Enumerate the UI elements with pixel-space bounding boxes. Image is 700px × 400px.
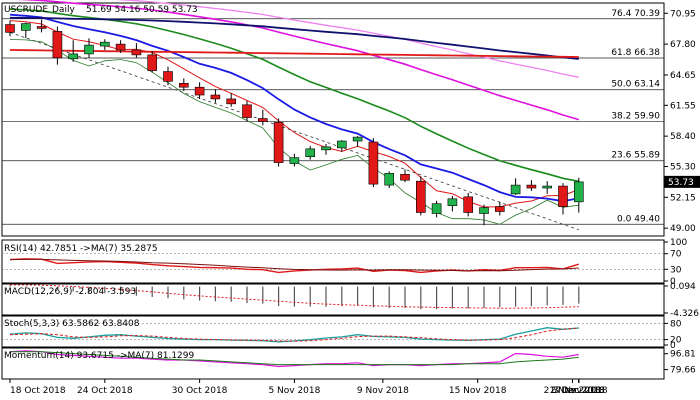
date-tick-label: 7 Dec 2018 [553, 386, 605, 396]
fib-label: 61.8 66.38 [611, 48, 660, 58]
price-tick-label: 61.55 [670, 101, 696, 111]
candle-bearish [147, 54, 157, 71]
candle-bearish [463, 196, 474, 213]
price-tick-label: 49.00 [670, 224, 696, 234]
candle-bearish [558, 185, 568, 207]
date-tick-label: 27 Nov 2018 [550, 386, 608, 396]
fib-label: 23.6 55.89 [611, 151, 660, 161]
stoch-title: Stoch(5,3,3) 63.5862 63.8408 [4, 319, 140, 329]
macd-title: MACD(12,26,9) -2.804 -3.593 [4, 287, 136, 297]
candle-bullish [336, 140, 347, 149]
candle-bearish [368, 141, 379, 185]
candle-bearish [5, 24, 15, 33]
ma-blue-line [9, 13, 579, 203]
rsi-ma-line [9, 258, 579, 272]
chart-ohlc-readout: 51.69 54.16 50.59 53.73 [86, 5, 198, 15]
last-price-label: 53.73 [668, 178, 694, 188]
candle-bearish [257, 118, 268, 122]
macd-tick-label: 0.094 [670, 282, 696, 292]
macd-signal-line [9, 284, 579, 309]
price-tick-label: 67.80 [670, 40, 696, 50]
fib-label: 38.2 59.90 [611, 111, 660, 121]
price-tick-label: 52.15 [670, 193, 696, 203]
candle-bullish [68, 53, 78, 60]
chart-title-timeframe: Daily [52, 5, 75, 15]
momentum-tick-label: 96.81 [670, 350, 696, 360]
candle-bullish [479, 207, 489, 214]
price-tick-label: 55.30 [670, 162, 696, 172]
momentum-line [9, 350, 579, 368]
candle-bearish [115, 43, 126, 51]
candle-bullish [542, 185, 553, 189]
candle-bullish [352, 136, 363, 142]
rsi-title: RSI(14) 42.7851 ->MA(7) 35.2875 [4, 244, 158, 254]
macd-tick-label: -4.326 [670, 309, 699, 319]
candle-bullish [20, 23, 31, 31]
date-tick-label: 9 Nov 2018 [357, 386, 409, 396]
candle-bearish [36, 26, 47, 29]
stoch-tick-label: 20 [670, 336, 682, 346]
chart-title-symbol: USCRUDE [4, 5, 48, 15]
date-tick-label: 5 Nov 2018 [268, 386, 320, 396]
momentum-title: Momentum(14) 93.6715 ->MA(7) 81.1299 [4, 351, 195, 361]
momentum-ma-line [10, 351, 579, 366]
date-tick-label: 3 Dec 2018 [553, 386, 605, 396]
candle-bearish [131, 49, 142, 56]
candle-bearish [273, 122, 284, 163]
macd-panel-frame [1, 283, 665, 316]
candle-bullish [431, 203, 442, 214]
candle-bearish [210, 94, 221, 100]
candle-bullish [384, 173, 395, 186]
date-tick-label: 24 Oct 2018 [77, 386, 133, 396]
candle-bullish [100, 41, 110, 47]
stoch-d-line [9, 327, 579, 342]
rsi-tick-label: 70 [670, 250, 682, 260]
ma-pink-line [115, 0, 579, 78]
candle-bearish [400, 174, 410, 181]
date-tick-label: 18 Oct 2018 [10, 386, 66, 396]
candle-bearish [179, 82, 189, 88]
candle-bullish [321, 146, 331, 151]
candle-bullish [573, 181, 584, 203]
candle-bearish [226, 98, 236, 105]
ma-navy-line [9, 16, 579, 60]
candle-bullish [84, 44, 94, 55]
fib-label: 50.0 63.14 [611, 80, 660, 90]
candle-bullish [447, 198, 458, 206]
candle-bearish [415, 180, 426, 213]
rsi-tick-label: 100 [670, 238, 687, 248]
fib-label: 76.4 70.39 [611, 9, 660, 19]
ma-magenta-line [15, 0, 580, 121]
ma-long-red-line [9, 49, 579, 58]
fib-label: 0.0 49.40 [617, 214, 660, 224]
candle-bullish [305, 148, 316, 158]
stoch-tick-label: 0 [670, 341, 676, 351]
price-tick-label: 70.95 [670, 9, 696, 19]
rsi-tick-label: 0 [670, 277, 676, 287]
date-tick-label: 15 Nov 2018 [449, 386, 507, 396]
stoch-tick-label: 80 [670, 319, 682, 329]
candle-bearish [494, 206, 505, 212]
last-price-box [664, 175, 700, 188]
stoch-k-line [9, 327, 579, 343]
candle-bullish [510, 184, 521, 195]
trendline-dashed [9, 32, 579, 231]
candle-bearish [242, 104, 252, 118]
price-tick-label: 64.65 [670, 71, 696, 81]
candle-bullish [289, 157, 300, 164]
candle-bearish [194, 86, 205, 96]
date-tick-label: 21 Nov 2018 [544, 386, 602, 396]
candle-bearish [526, 184, 537, 189]
main-panel-frame [1, 2, 665, 237]
candle-bearish [52, 31, 63, 59]
candle-bearish [163, 71, 173, 82]
date-tick-label: 30 Oct 2018 [172, 386, 228, 396]
price-tick-label: 58.40 [670, 132, 696, 142]
stoch-panel-frame [1, 315, 665, 348]
rsi-tick-label: 30 [670, 265, 682, 275]
momentum-tick-label: 79.66 [670, 366, 696, 376]
